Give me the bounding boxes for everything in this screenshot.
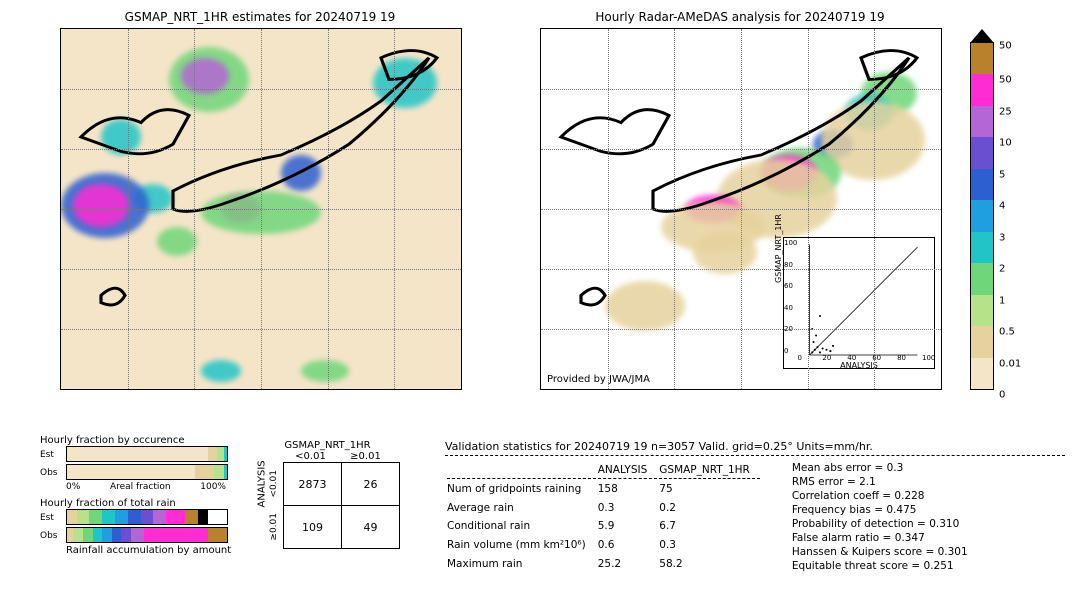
left-map: 125°E130°E135°E140°E145°E25°N30°N35°N40°… [60, 28, 462, 390]
xaxis-right: 100% [200, 482, 226, 492]
right-map-title: Hourly Radar-AMeDAS analysis for 2024071… [540, 10, 940, 24]
occ-bar-est [66, 446, 228, 462]
contingency-table: 287326 10949 [283, 462, 400, 549]
stats-list: Mean abs error = 0.3RMS error = 2.1Corre… [792, 460, 968, 574]
occ-title: Hourly fraction by occurence [40, 435, 240, 446]
scatter-inset: 020406080100 020406080100 ANALYSIS GSMAP… [783, 237, 935, 369]
rain-bar-obs [66, 527, 228, 543]
rain-bar-est [66, 509, 228, 525]
accum-title: Rainfall accumulation by amount [66, 545, 240, 556]
inset-ylabel: GSMAP_NRT_1HR [774, 214, 783, 283]
validation-title: Validation statistics for 20240719 19 n=… [445, 440, 1065, 456]
inset-xlabel: ANALYSIS [784, 361, 934, 370]
row-label-est: Est [40, 450, 62, 460]
rain-title: Hourly fraction of total rain [40, 498, 240, 509]
validation-table: ANALYSISGSMAP_NRT_1HR Num of gridpoints … [445, 460, 762, 574]
provided-text: Provided by JWA/JMA [547, 374, 650, 385]
ctable-row-title: ANALYSIS [257, 493, 268, 507]
xaxis-left: 0% [66, 482, 80, 492]
right-map: Provided by JWA/JMA 020406080100 0204060… [540, 28, 942, 390]
left-map-title: GSMAP_NRT_1HR estimates for 20240719 19 [60, 10, 460, 24]
occ-bar-obs [66, 464, 228, 480]
ctable-col-title: GSMAP_NRT_1HR [255, 440, 400, 451]
xaxis-center: Areal fraction [110, 482, 171, 492]
colorbar: 00.010.51234510255050 [970, 42, 994, 390]
row-label-obs: Obs [40, 468, 62, 478]
